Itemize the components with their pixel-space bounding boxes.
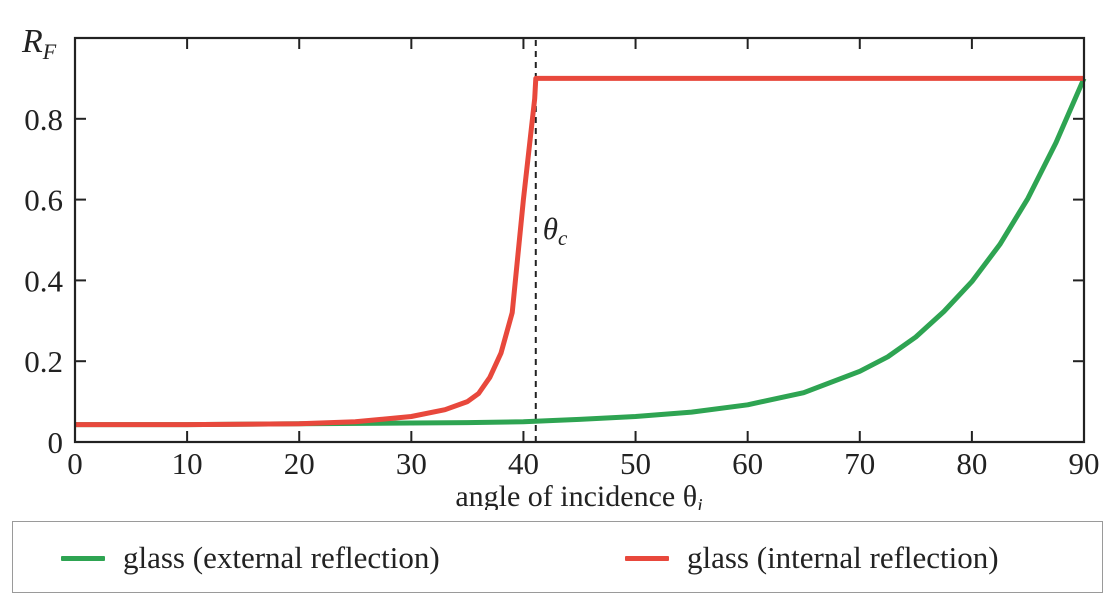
x-tick-label: 20 bbox=[284, 446, 315, 481]
plot-marks: θc bbox=[75, 38, 1087, 442]
x-tick-label: 90 bbox=[1069, 446, 1100, 481]
x-axis-ticks: 0 10 20 30 40 50 60 70 80 90 bbox=[67, 38, 1100, 481]
legend-label-internal: glass (internal reflection) bbox=[687, 540, 999, 575]
x-tick-label: 50 bbox=[620, 446, 651, 481]
x-tick-label: 30 bbox=[396, 446, 427, 481]
legend-swatch-external bbox=[61, 555, 105, 561]
series-line-internal bbox=[75, 75, 1084, 428]
chart-svg: θc 0 10 20 30 40 50 60 70 80 90 00.20.40.60.8 RF … bbox=[21, 23, 1100, 510]
chart-legend: glass (external reflection) glass (inter… bbox=[12, 521, 1103, 593]
y-axis-label: RF bbox=[21, 23, 57, 64]
x-tick-label: 0 bbox=[67, 446, 83, 481]
legend-label-external: glass (external reflection) bbox=[123, 540, 440, 575]
x-tick-label: 70 bbox=[844, 446, 875, 481]
series-line-external bbox=[75, 77, 1087, 428]
y-tick-label: 0 bbox=[48, 425, 64, 460]
legend-item-internal: glass (internal reflection) bbox=[625, 522, 999, 594]
x-tick-label: 10 bbox=[172, 446, 203, 481]
critical-angle-label: θc bbox=[543, 211, 568, 250]
y-axis-ticks: 0 0.2 0.4 0.6 0.8 bbox=[24, 102, 1084, 460]
y-tick-label: 0.6 bbox=[24, 183, 63, 218]
x-axis-label: angle of incidence θi bbox=[455, 480, 702, 510]
legend-item-external: glass (external reflection) bbox=[61, 522, 440, 594]
y-tick-label: 0.4 bbox=[24, 263, 63, 298]
x-tick-label: 40 bbox=[508, 446, 539, 481]
x-tick-label: 80 bbox=[956, 446, 987, 481]
plot-frame bbox=[73, 36, 1086, 444]
legend-swatch-internal bbox=[625, 555, 669, 561]
x-tick-label: 60 bbox=[732, 446, 763, 481]
y-tick-label: 0.8 bbox=[24, 102, 63, 137]
y-tick-label: 0.2 bbox=[24, 344, 63, 379]
